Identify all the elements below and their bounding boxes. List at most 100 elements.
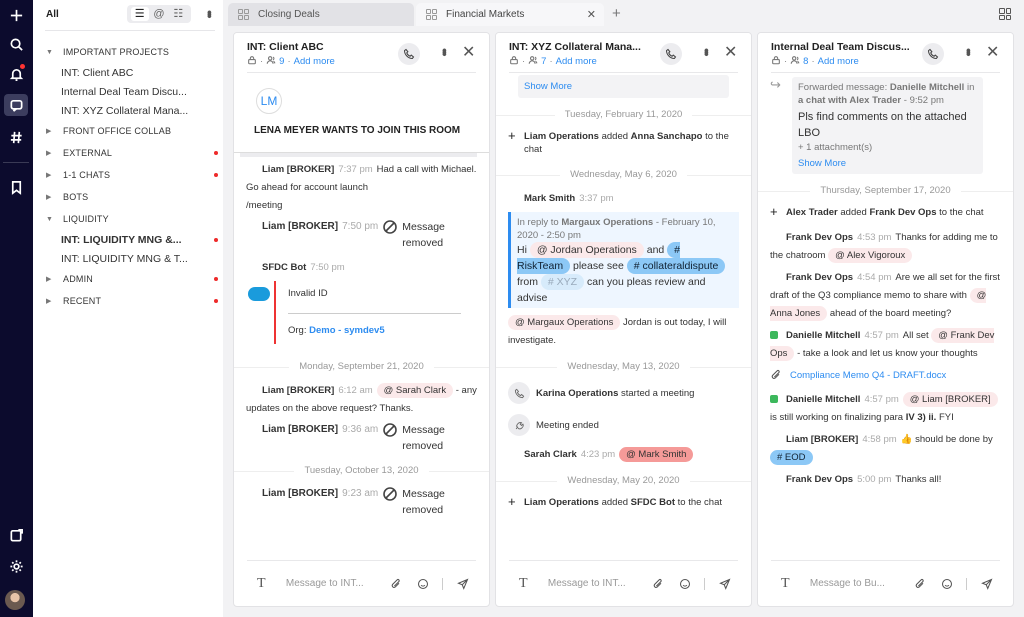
sidebar-item[interactable]: Internal Deal Team Discu... xyxy=(46,82,216,101)
message-input[interactable]: Message to Bu... xyxy=(809,578,885,589)
chat-title[interactable]: INT: Client ABC xyxy=(247,41,324,53)
message-input[interactable]: Message to INT... xyxy=(547,578,626,589)
sidebar-item[interactable]: INT: XYZ Collateral Mana... xyxy=(46,101,216,120)
message-author[interactable]: Liam [BROKER] xyxy=(262,164,335,175)
member-count[interactable]: 8 xyxy=(803,56,809,67)
caret-down-icon[interactable]: ▼ xyxy=(46,48,54,56)
message-author[interactable]: Frank Dev Ops xyxy=(786,474,854,485)
message-author[interactable]: SFDC Bot xyxy=(262,262,307,273)
message-author[interactable]: Danielle Mitchell xyxy=(786,394,861,405)
add-more-link[interactable]: Add more xyxy=(817,56,859,67)
add-more-link[interactable]: Add more xyxy=(293,56,335,67)
sidebar-group[interactable]: ▶ RECENT xyxy=(46,290,218,312)
close-icon[interactable]: ✕ xyxy=(462,44,476,61)
bell-icon[interactable] xyxy=(4,63,28,85)
sidebar-item[interactable]: INT: LIQUIDITY MNG & T... xyxy=(46,249,216,268)
caret-down-icon[interactable]: ▼ xyxy=(46,215,54,223)
text-format-icon[interactable]: T xyxy=(257,575,266,591)
caret-right-icon[interactable]: ▶ xyxy=(46,298,52,305)
send-icon[interactable] xyxy=(449,578,476,590)
sidebar-item[interactable]: INT: LIQUIDITY MNG &... xyxy=(46,230,218,249)
mention[interactable]: @ Sarah Clark xyxy=(376,383,454,398)
more-options-icon[interactable]: ••• xyxy=(699,48,715,54)
message-list[interactable]: Liam [BROKER] 7:37 pm Had a call with Mich… xyxy=(234,161,489,560)
attachment[interactable]: Compliance Memo Q4 - DRAFT.docx xyxy=(770,369,1001,381)
message-list[interactable]: Show More Tuesday, February 11, 2020 + Liam… xyxy=(496,71,751,560)
caret-right-icon[interactable]: ▶ xyxy=(46,150,52,157)
layout-icon[interactable] xyxy=(999,8,1011,20)
chat-icon[interactable] xyxy=(4,94,28,116)
message-author[interactable]: Sarah Clark xyxy=(524,449,577,460)
add-more-link[interactable]: Add more xyxy=(555,56,597,67)
close-tab-icon[interactable]: ✕ xyxy=(586,9,596,21)
sidebar-group[interactable]: ▶ 1-1 CHATS xyxy=(46,164,218,186)
hashtag[interactable]: # EOD xyxy=(770,450,813,465)
hashtag[interactable]: # collateraldispute xyxy=(626,258,726,274)
emoji-icon[interactable] xyxy=(671,578,698,590)
compact-view-icon[interactable]: ☷ xyxy=(173,8,184,20)
show-more-link[interactable]: Show More xyxy=(524,81,573,92)
message-list[interactable]: ↪ Forwarded message: Danielle Mitchell in… xyxy=(758,71,1013,560)
sidebar-group[interactable]: ▶ ADMIN xyxy=(46,268,218,290)
tab-financial-markets[interactable]: Financial Markets ✕ xyxy=(416,3,604,26)
sidebar-group[interactable]: ▼ IMPORTANT PROJECTS xyxy=(46,41,216,63)
message-author[interactable]: Liam [BROKER] xyxy=(262,221,339,232)
member-count[interactable]: 7 xyxy=(541,56,547,67)
chat-title[interactable]: Internal Deal Team Discus... xyxy=(771,41,910,53)
member-count[interactable]: 9 xyxy=(279,56,285,67)
tab-closing-deals[interactable]: Closing Deals xyxy=(228,3,414,26)
members-icon[interactable] xyxy=(266,55,276,68)
sidebar-group[interactable]: ▶ BOTS xyxy=(46,186,216,208)
more-options-icon[interactable]: ••• xyxy=(437,48,453,54)
attach-icon[interactable] xyxy=(644,578,671,590)
sidebar-group[interactable]: ▶ EXTERNAL xyxy=(46,142,218,164)
hash-icon[interactable] xyxy=(4,126,28,148)
send-icon[interactable] xyxy=(973,578,1000,590)
message-author[interactable]: Liam [BROKER] xyxy=(786,434,859,445)
send-icon[interactable] xyxy=(711,578,738,590)
sidebar-item[interactable]: INT: Client ABC xyxy=(46,63,216,82)
mention[interactable]: @ Liam [BROKER] xyxy=(902,392,998,407)
message-author[interactable]: Liam [BROKER] xyxy=(262,424,339,435)
sidebar-group[interactable]: ▶ FRONT OFFICE COLLAB xyxy=(46,120,216,142)
sidebar-group[interactable]: ▼ LIQUIDITY xyxy=(46,208,216,230)
members-icon[interactable] xyxy=(528,55,538,68)
chat-title[interactable]: INT: XYZ Collateral Mana... xyxy=(509,41,641,53)
text-format-icon[interactable]: T xyxy=(781,575,790,591)
mention[interactable]: @ Margaux Operations xyxy=(508,315,621,330)
attachment-link[interactable]: Compliance Memo Q4 - DRAFT.docx xyxy=(790,369,947,381)
mention-highlighted[interactable]: @ Mark Smith xyxy=(619,447,694,462)
close-icon[interactable]: ✕ xyxy=(724,44,738,61)
mention[interactable]: @ Jordan Operations xyxy=(529,242,644,258)
org-link[interactable]: Demo - symdev5 xyxy=(309,325,385,336)
attach-icon[interactable] xyxy=(382,578,409,590)
close-icon[interactable]: ✕ xyxy=(986,44,1000,61)
call-button[interactable] xyxy=(922,43,944,65)
hashtag[interactable]: # XYZ xyxy=(540,274,585,290)
more-options-icon[interactable]: ••• xyxy=(961,48,977,54)
message-author[interactable]: Liam [BROKER] xyxy=(262,488,339,499)
show-more-link[interactable]: Show More xyxy=(798,158,847,169)
call-button[interactable] xyxy=(660,43,682,65)
caret-right-icon[interactable]: ▶ xyxy=(46,276,52,283)
call-button[interactable] xyxy=(398,43,420,65)
members-icon[interactable] xyxy=(790,55,800,68)
add-tab-icon[interactable]: + xyxy=(612,5,621,22)
caret-right-icon[interactable]: ▶ xyxy=(46,128,52,135)
filter-all[interactable]: All xyxy=(46,9,59,20)
message-author[interactable]: Liam [BROKER] xyxy=(262,385,335,396)
message-author[interactable]: Frank Dev Ops xyxy=(786,232,854,243)
emoji-icon[interactable] xyxy=(933,578,960,590)
mention[interactable]: @ Alex Vigoroux xyxy=(828,248,913,263)
plus-icon[interactable] xyxy=(4,4,28,26)
message-author[interactable]: Danielle Mitchell xyxy=(786,330,861,341)
message-author[interactable]: Mark Smith xyxy=(524,193,576,204)
text-format-icon[interactable]: T xyxy=(519,575,528,591)
bookmark-icon[interactable] xyxy=(4,176,28,198)
sidebar-menu-icon[interactable]: ••• xyxy=(202,10,218,16)
avatar[interactable] xyxy=(5,590,25,610)
new-window-icon[interactable] xyxy=(4,524,28,546)
mentions-icon[interactable]: @ xyxy=(153,8,165,20)
show-more-link[interactable]: Show More xyxy=(517,306,733,308)
caret-right-icon[interactable]: ▶ xyxy=(46,194,52,201)
